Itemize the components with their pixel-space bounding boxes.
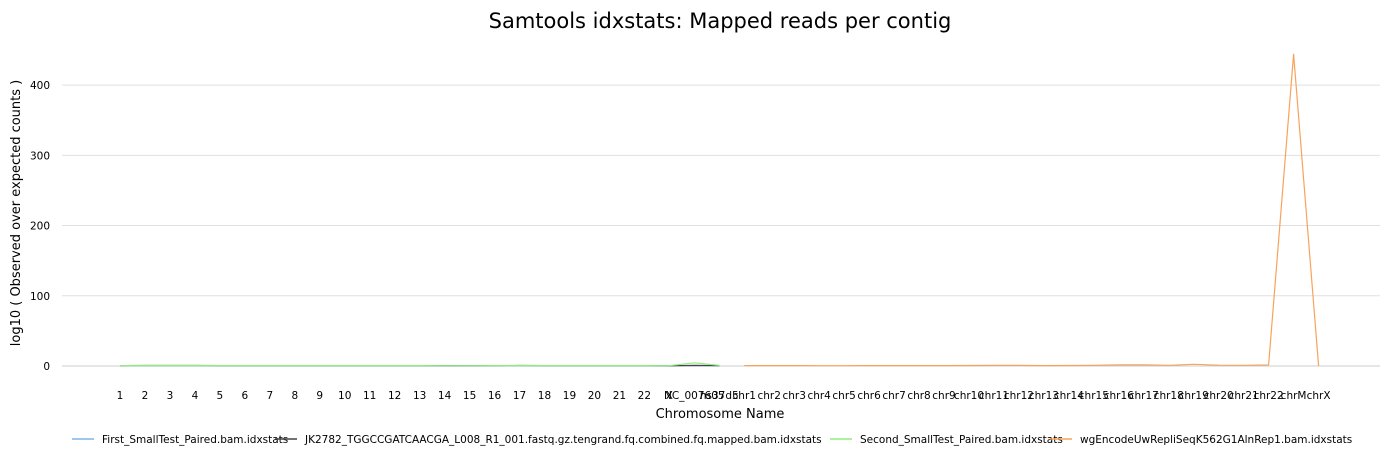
- y-tick-label: 300: [30, 150, 50, 162]
- x-tick-label: 13: [413, 390, 426, 402]
- x-tick-label: 16: [488, 390, 502, 402]
- legend-entry: Second_SmallTest_Paired.bam.idxstats: [860, 434, 1063, 446]
- chart-title: Samtools idxstats: Mapped reads per cont…: [489, 9, 952, 33]
- x-tick-label: chr22: [1254, 390, 1284, 402]
- x-tick-label: chr7: [882, 390, 905, 402]
- x-tick-label: 7: [266, 390, 273, 402]
- x-tick-label: 19: [563, 390, 576, 402]
- y-axis-ticks: 0 100 200 300 400: [30, 80, 50, 373]
- x-tick-label: chr3: [782, 390, 805, 402]
- legend-entry: JK2782_TGGCCGATCAACGA_L008_R1_001.fastq.…: [304, 434, 822, 446]
- x-tick-label: 12: [388, 390, 401, 402]
- x-tick-label: 4: [192, 390, 199, 402]
- x-tick-label: 18: [538, 390, 551, 402]
- y-tick-label: 200: [30, 221, 50, 233]
- x-tick-label: chr4: [807, 390, 831, 402]
- legend-entry: First_SmallTest_Paired.bam.idxstats: [102, 434, 288, 446]
- x-tick-label: 3: [167, 390, 174, 402]
- x-tick-label: chr6: [857, 390, 881, 402]
- x-tick-label: 22: [638, 390, 651, 402]
- y-tick-label: 400: [30, 80, 50, 92]
- x-tick-label: 1: [117, 390, 124, 402]
- series-line: [744, 54, 1318, 366]
- x-tick-label: chr1: [733, 390, 756, 402]
- x-tick-label: chr9: [932, 390, 955, 402]
- x-tick-label: 9: [316, 390, 323, 402]
- series-line: [120, 363, 719, 366]
- x-tick-label: chr2: [758, 390, 781, 402]
- legend: First_SmallTest_Paired.bam.idxstats JK278…: [72, 434, 1352, 446]
- x-tick-label: 11: [363, 390, 376, 402]
- x-tick-label: chr8: [907, 390, 930, 402]
- x-tick-label: chrX: [1307, 390, 1331, 402]
- x-tick-label: 10: [338, 390, 351, 402]
- x-tick-label: 14: [438, 390, 452, 402]
- x-tick-label: 21: [613, 390, 626, 402]
- x-axis-label: Chromosome Name: [656, 407, 785, 422]
- x-tick-label: chrM: [1281, 390, 1307, 402]
- x-tick-label: 15: [463, 390, 476, 402]
- x-tick-label: 2: [142, 390, 149, 402]
- x-tick-label: 8: [291, 390, 298, 402]
- y-tick-label: 100: [30, 291, 50, 303]
- legend-entry: wgEncodeUwRepliSeqK562G1AlnRep1.bam.idxs…: [1080, 434, 1352, 446]
- y-axis-label: log10 ( Observed over expected counts ): [9, 80, 24, 347]
- y-tick-label: 0: [43, 361, 50, 373]
- x-tick-label: chr5: [832, 390, 855, 402]
- x-tick-label: 5: [217, 390, 224, 402]
- x-tick-label: 20: [588, 390, 601, 402]
- x-tick-label: 6: [242, 390, 249, 402]
- series-lines: [120, 54, 1319, 366]
- gridlines: [62, 85, 1380, 366]
- x-tick-label: 17: [513, 390, 526, 402]
